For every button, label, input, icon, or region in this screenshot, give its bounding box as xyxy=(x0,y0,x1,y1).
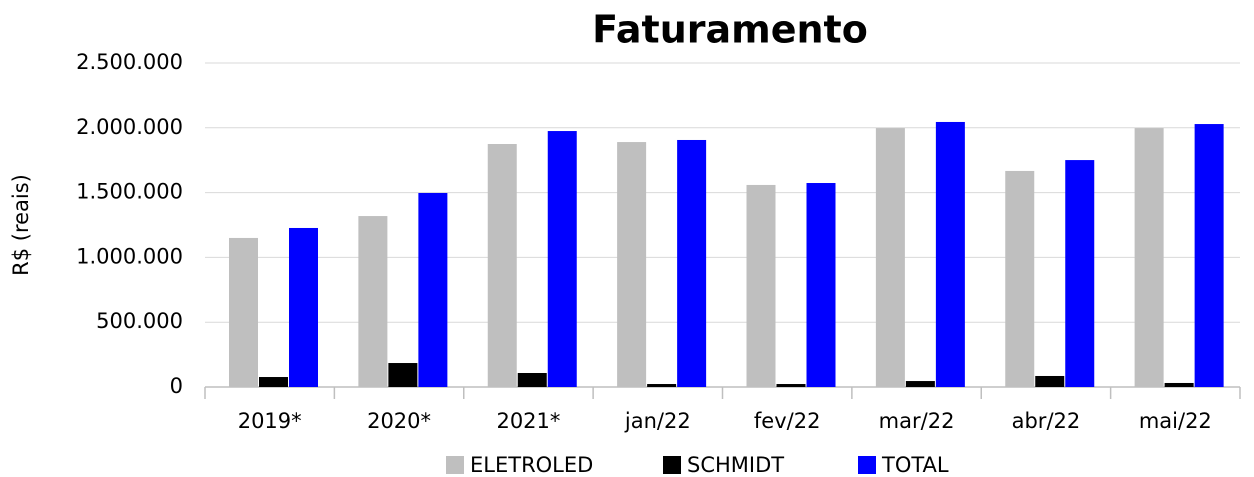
bar xyxy=(806,183,836,387)
legend-swatch xyxy=(858,456,876,474)
bar xyxy=(647,384,677,387)
bar xyxy=(905,381,935,387)
bar xyxy=(547,131,577,387)
x-tick-label: 2021* xyxy=(496,409,560,433)
x-tick-label: mar/22 xyxy=(879,409,955,433)
x-tick-label: 2020* xyxy=(367,409,431,433)
bar xyxy=(388,363,418,387)
legend-label: TOTAL xyxy=(881,453,949,477)
bar xyxy=(289,227,318,387)
y-tick-label: 0 xyxy=(170,374,183,398)
bar xyxy=(1194,124,1224,388)
chart-title: Faturamento xyxy=(592,8,868,52)
bar xyxy=(746,184,776,387)
y-tick-label: 1.000.000 xyxy=(76,244,183,268)
bar xyxy=(1005,170,1035,387)
legend-label: ELETROLED xyxy=(470,453,593,477)
legend-label: SCHMIDT xyxy=(687,453,784,477)
x-tick-label: jan/22 xyxy=(624,409,691,433)
bar xyxy=(1035,375,1065,387)
legend-swatch xyxy=(663,456,681,474)
bar xyxy=(418,192,448,387)
y-tick-label: 1.500.000 xyxy=(76,180,183,204)
bar xyxy=(358,216,388,387)
x-tick-label: mai/22 xyxy=(1139,409,1212,433)
bar xyxy=(875,128,905,387)
legend-swatch xyxy=(446,456,464,474)
y-axis-label: R$ (reais) xyxy=(9,174,33,276)
bar xyxy=(517,373,547,387)
y-tick-label: 2.500.000 xyxy=(76,50,183,74)
y-tick-label: 500.000 xyxy=(96,309,183,333)
y-tick-label: 2.000.000 xyxy=(76,115,183,139)
bar xyxy=(776,384,806,387)
bar xyxy=(677,139,707,387)
bar xyxy=(1134,128,1164,387)
bar xyxy=(487,144,517,387)
bar xyxy=(229,237,258,387)
bar xyxy=(1164,382,1194,387)
bar xyxy=(259,377,288,387)
x-tick-label: fev/22 xyxy=(754,409,821,433)
x-tick-label: 2019* xyxy=(238,409,302,433)
bar xyxy=(617,142,647,387)
bar xyxy=(1065,160,1095,387)
x-tick-label: abr/22 xyxy=(1012,409,1081,433)
bar xyxy=(935,121,965,387)
